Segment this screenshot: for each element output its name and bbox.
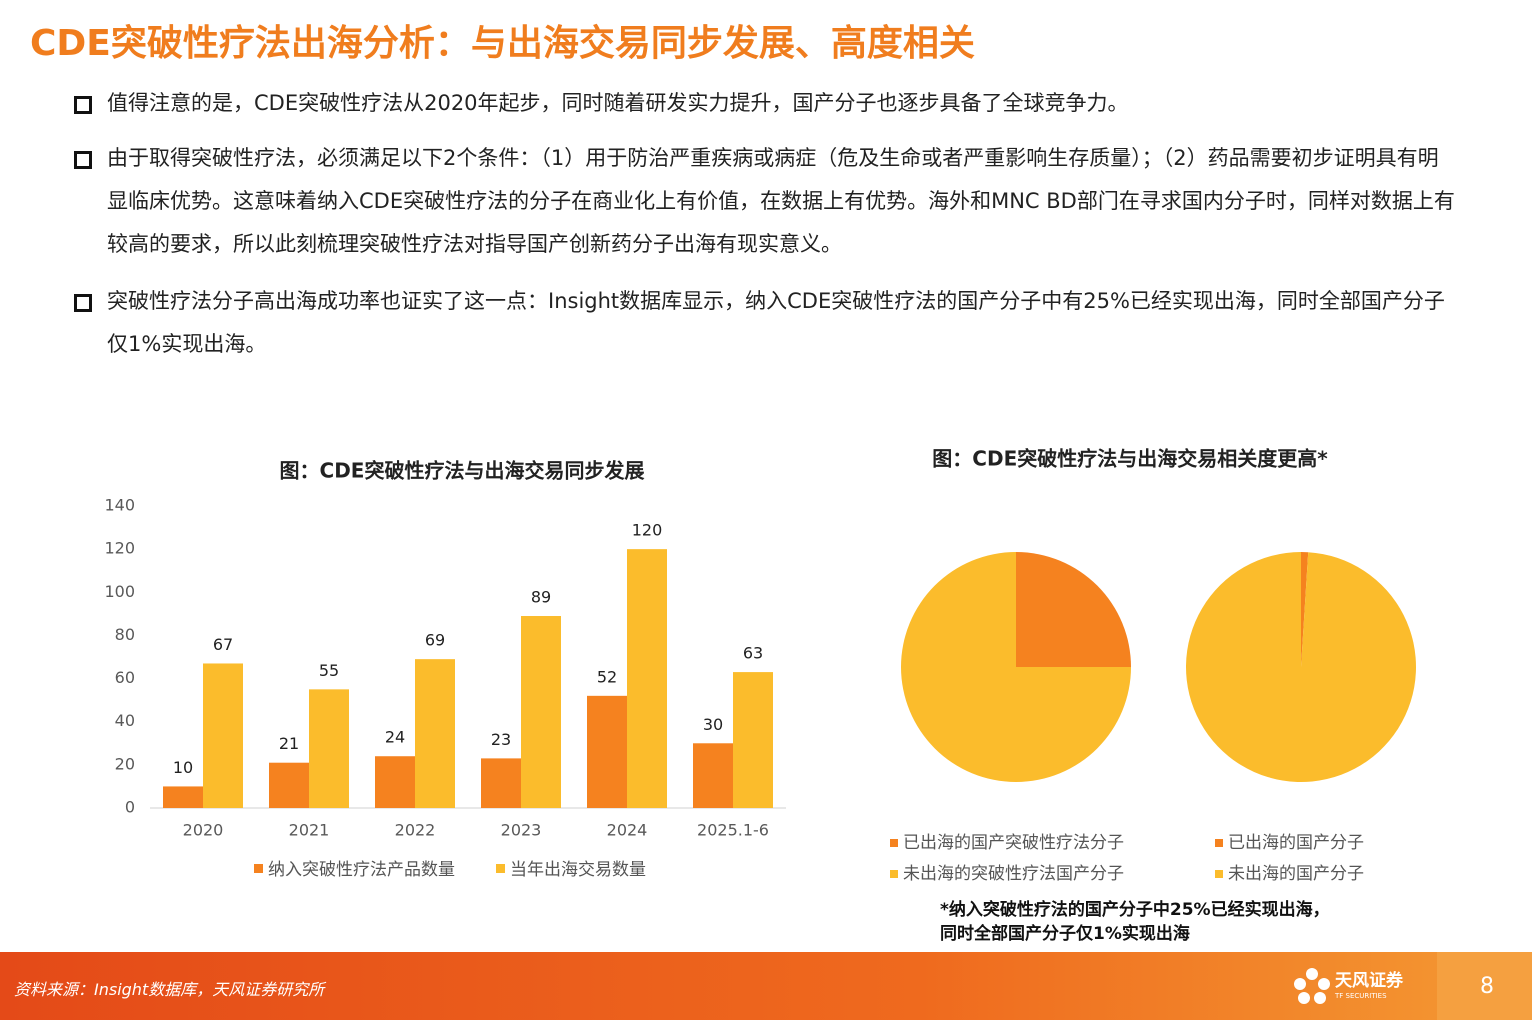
y-tick-label: 60 [115,668,135,687]
value-label: 67 [213,635,233,654]
x-tick-label: 2020 [183,821,224,840]
legend-label: 已出海的国产突破性疗法分子 [903,833,1124,853]
pie-slice [1016,552,1131,667]
value-label: 24 [385,728,405,747]
pie-slice [1186,552,1417,782]
bar [163,786,203,808]
footer: 资料来源：Insight数据库，天风证券研究所 天风证券 TF SECURITI… [0,952,1532,1020]
chart-title: 图：CDE突破性疗法与出海交易同步发展 [280,459,645,483]
bar [269,762,309,808]
bullet-icon [74,294,92,312]
chart-title: 图：CDE突破性疗法与出海交易相关度更高* [932,447,1328,471]
legend-swatch [1215,870,1223,878]
bar [587,695,627,808]
legend-swatch [496,864,505,873]
bar [481,758,521,808]
bar [733,672,773,808]
legend-swatch [890,870,898,878]
bar [375,756,415,808]
note: *纳入突破性疗法的国产分子中25%已经实现出海， [940,899,1330,920]
logo-text: 天风证券 [1335,971,1403,991]
value-label: 10 [173,758,193,777]
value-label: 120 [632,521,663,540]
value-label: 30 [703,715,723,734]
bullet-icon [74,151,92,169]
y-tick-label: 40 [115,711,135,730]
bullet-text: 值得注意的是，CDE突破性疗法从2020年起步，同时随着研发实力提升，国产分子也… [107,91,1129,115]
value-label: 69 [425,631,445,650]
x-tick-label: 2025.1-6 [697,821,769,840]
note: 同时全部国产分子仅1%实现出海 [940,923,1190,944]
y-tick-label: 100 [104,582,135,601]
bar [415,659,455,808]
legend-label: 当年出海交易数量 [510,860,646,880]
bar [693,743,733,808]
bar [203,663,243,808]
bar [627,549,667,808]
x-tick-label: 2024 [607,821,648,840]
bullet-text: 突破性疗法分子高出海成功率也证实了这一点：Insight数据库显示，纳入CDE突… [107,289,1445,356]
legend-swatch [1215,839,1223,847]
logo-icon [1294,968,1330,1004]
y-tick-label: 80 [115,625,135,644]
bar [309,689,349,808]
source: 资料来源：Insight数据库，天风证券研究所 [14,980,325,999]
value-label: 89 [531,588,551,607]
x-tick-label: 2021 [289,821,330,840]
pie-slice [901,552,1131,782]
legend-swatch [890,839,898,847]
bar [521,616,561,808]
logo-en: TF SECURITIES [1335,992,1387,1000]
value-label: 63 [743,644,763,663]
value-label: 23 [491,730,511,749]
y-tick-label: 0 [125,798,135,817]
legend-label: 未出海的突破性疗法国产分子 [903,864,1124,884]
value-label: 52 [597,667,617,686]
y-tick-label: 140 [104,496,135,515]
x-tick-label: 2022 [395,821,436,840]
legend-label: 纳入突破性疗法产品数量 [268,860,455,880]
legend-label: 已出海的国产分子 [1228,833,1364,853]
legend-swatch [254,864,263,873]
value-label: 55 [319,661,339,680]
bullet-icon [74,96,92,114]
slide-title: CDE突破性疗法出海分析：与出海交易同步发展、高度相关 [30,23,975,64]
bullet-text: 由于取得突破性疗法，必须满足以下2个条件：（1）用于防治严重疾病或病症（危及生命… [107,146,1455,256]
x-tick-label: 2023 [501,821,542,840]
y-tick-label: 120 [104,539,135,558]
pie-slice [1301,552,1309,667]
legend-label: 未出海的国产分子 [1228,864,1364,884]
value-label: 21 [279,734,299,753]
page-number: 8 [1480,974,1494,999]
y-tick-label: 20 [115,754,135,773]
